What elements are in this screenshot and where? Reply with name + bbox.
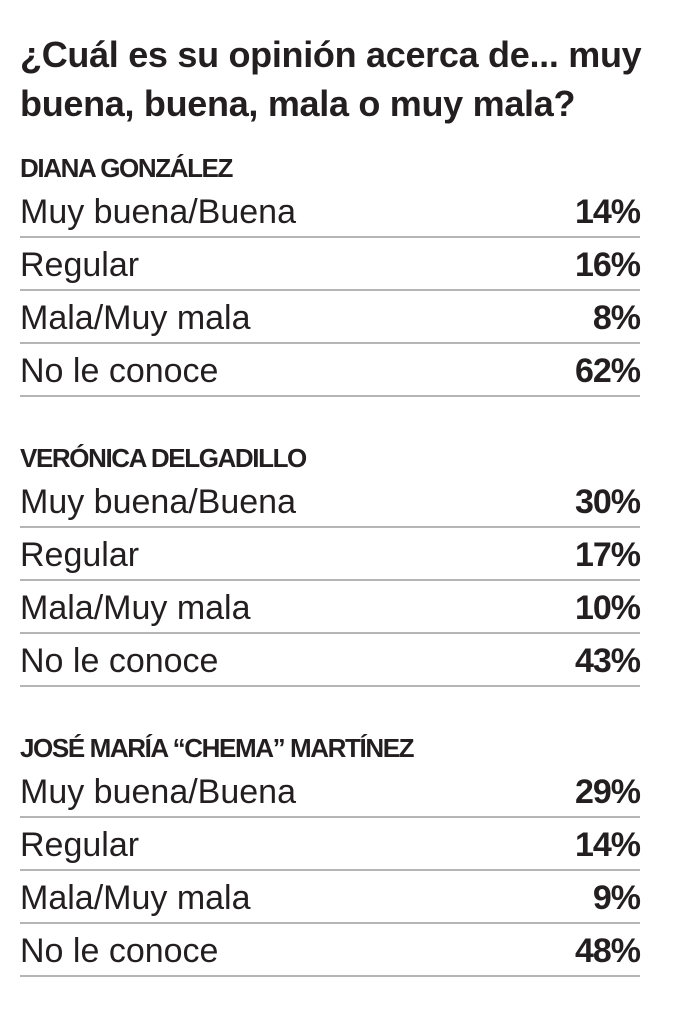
table-row: Muy buena/Buena 14%: [20, 185, 641, 238]
row-value: 9%: [592, 879, 641, 917]
row-label: Muy buena/Buena: [20, 483, 296, 521]
row-value: 30%: [574, 483, 641, 521]
row-label: Mala/Muy mala: [20, 879, 251, 917]
row-label: Mala/Muy mala: [20, 589, 251, 627]
table-row: Regular 17%: [20, 528, 641, 581]
row-label: Muy buena/Buena: [20, 193, 296, 231]
row-value: 43%: [574, 642, 641, 680]
row-label: No le conoce: [20, 932, 219, 970]
row-label: No le conoce: [20, 642, 219, 680]
table-row: Muy buena/Buena 30%: [20, 475, 641, 528]
table-row: No le conoce 48%: [20, 924, 641, 977]
row-value: 16%: [574, 246, 641, 284]
table-row: Regular 16%: [20, 238, 641, 291]
row-label: Regular: [20, 246, 140, 284]
row-value: 48%: [574, 932, 641, 970]
table-row: Mala/Muy mala 9%: [20, 871, 641, 924]
row-value: 29%: [574, 773, 641, 811]
row-label: No le conoce: [20, 352, 219, 390]
row-value: 62%: [574, 352, 641, 390]
table-row: Mala/Muy mala 8%: [20, 291, 641, 344]
row-value: 17%: [574, 536, 641, 574]
table-row: No le conoce 62%: [20, 344, 641, 397]
row-value: 10%: [574, 589, 641, 627]
candidate-section-diana-gonzalez: DIANA GONZÁLEZ Muy buena/Buena 14% Regul…: [20, 151, 641, 397]
candidate-section-veronica-delgadillo: VERÓNICA DELGADILLO Muy buena/Buena 30% …: [20, 441, 641, 687]
row-value: 14%: [574, 826, 641, 864]
table-row: Muy buena/Buena 29%: [20, 765, 641, 818]
row-value: 8%: [592, 299, 641, 337]
candidate-name: DIANA GONZÁLEZ: [20, 153, 233, 183]
row-value: 14%: [574, 193, 641, 231]
row-label: Regular: [20, 536, 140, 574]
table-row: Mala/Muy mala 10%: [20, 581, 641, 634]
chart-title: ¿Cuál es su opinión acerca de... muy bue…: [20, 34, 642, 124]
candidate-name: VERÓNICA DELGADILLO: [20, 443, 307, 473]
table-row: No le conoce 43%: [20, 634, 641, 687]
row-label: Mala/Muy mala: [20, 299, 251, 337]
row-label: Regular: [20, 826, 140, 864]
candidate-name: JOSÉ MARÍA “CHEMA” MARTÍNEZ: [20, 733, 415, 763]
candidate-section-chema-martinez: JOSÉ MARÍA “CHEMA” MARTÍNEZ Muy buena/Bu…: [20, 731, 641, 977]
table-row: Regular 14%: [20, 818, 641, 871]
row-label: Muy buena/Buena: [20, 773, 296, 811]
